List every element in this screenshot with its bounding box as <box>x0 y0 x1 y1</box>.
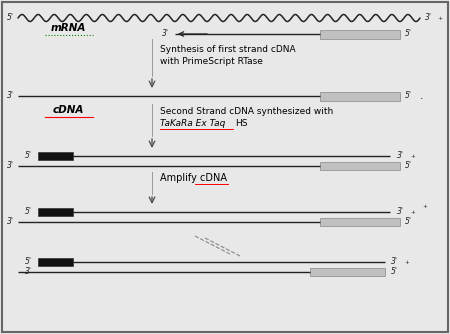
Text: +: + <box>405 260 410 265</box>
Bar <box>38 152 73 160</box>
Bar <box>310 268 385 276</box>
Text: 3': 3' <box>24 268 32 277</box>
Text: 5': 5' <box>405 217 411 226</box>
Text: 5': 5' <box>6 13 14 22</box>
Bar <box>38 258 73 266</box>
Text: TaKaRa Ex Taq: TaKaRa Ex Taq <box>160 120 225 129</box>
Text: 3': 3' <box>6 92 14 101</box>
Text: 3': 3' <box>424 13 432 22</box>
Text: Synthesis of first strand cDNA: Synthesis of first strand cDNA <box>160 44 296 53</box>
Text: +: + <box>423 203 427 208</box>
Text: 3': 3' <box>162 29 168 38</box>
Text: .: . <box>420 91 424 101</box>
Bar <box>38 208 73 216</box>
Text: 3': 3' <box>396 152 404 161</box>
Bar <box>320 162 400 170</box>
Text: +: + <box>410 154 415 159</box>
Text: 3': 3' <box>396 207 404 216</box>
Bar <box>320 218 400 226</box>
Text: 3': 3' <box>6 162 14 170</box>
Text: 5': 5' <box>405 92 411 101</box>
Text: 5': 5' <box>24 152 32 161</box>
Text: +: + <box>437 15 443 20</box>
Text: 5': 5' <box>405 162 411 170</box>
Bar <box>320 29 400 38</box>
Text: with PrimeScript RTase: with PrimeScript RTase <box>160 57 263 66</box>
Text: +: + <box>410 209 415 214</box>
Text: 5': 5' <box>391 268 397 277</box>
Text: cDNA: cDNA <box>52 105 84 115</box>
Text: 5': 5' <box>24 207 32 216</box>
Text: 5': 5' <box>405 29 411 38</box>
Text: mRNA: mRNA <box>50 23 86 33</box>
Text: Second Strand cDNA synthesized with: Second Strand cDNA synthesized with <box>160 107 333 116</box>
Text: 5': 5' <box>24 258 32 267</box>
Text: 3': 3' <box>391 258 397 267</box>
Text: 3': 3' <box>6 217 14 226</box>
Text: HS: HS <box>235 120 248 129</box>
Bar <box>320 92 400 101</box>
Text: Amplify cDNA: Amplify cDNA <box>160 173 227 183</box>
